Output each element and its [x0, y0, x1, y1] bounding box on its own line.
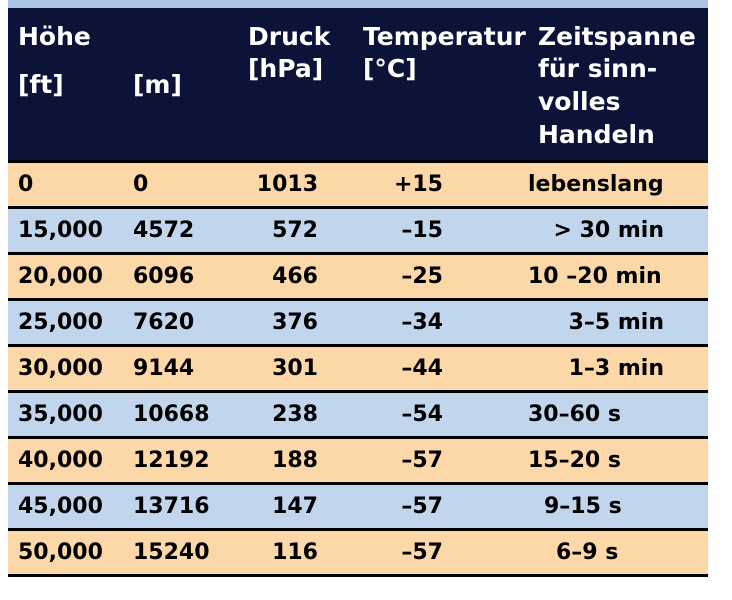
header-m-unit: [m]: [133, 70, 182, 99]
cell-m: 13716: [133, 494, 210, 519]
cell-ft: 20,000: [18, 264, 103, 289]
cell-m: 6096: [133, 264, 195, 289]
header-zeit-line2: für sinn-: [538, 54, 658, 83]
cell-druck: 466: [272, 264, 318, 289]
table-bottom-border: [8, 574, 708, 577]
cell-druck: 238: [272, 402, 318, 427]
cell-temperatur: –54: [401, 402, 443, 427]
cell-ft: 30,000: [18, 356, 103, 381]
row-separator: [8, 436, 708, 439]
cell-ft: 15,000: [18, 218, 103, 243]
cell-ft: 0: [18, 172, 34, 197]
cell-m: 7620: [133, 310, 195, 335]
cell-temperatur: –57: [401, 494, 443, 519]
cell-m: 10668: [133, 402, 210, 427]
header-druck-unit: [hPa]: [248, 54, 324, 83]
cell-druck: 376: [272, 310, 318, 335]
cell-temperatur: –44: [401, 356, 443, 381]
cell-temperatur: –25: [401, 264, 443, 289]
cell-m: 15240: [133, 540, 210, 565]
cell-zeitspanne: > 30 min: [553, 218, 665, 243]
table-header: Höhe [ft] [m] Druck [hPa] Temperatur [°C…: [8, 8, 708, 160]
table-row: 40,000 12192 188 –57 15–20 s: [8, 439, 708, 482]
row-separator: [8, 482, 708, 485]
cell-zeitspanne: 10 –20 min: [528, 264, 662, 289]
cell-druck: 188: [272, 448, 318, 473]
row-separator: [8, 160, 708, 163]
row-separator: [8, 390, 708, 393]
cell-zeitspanne: 15–20 s: [528, 448, 621, 473]
table-row: 15,000 4572 572 –15 > 30 min: [8, 209, 708, 252]
header-zeit-line4: Handeln: [538, 120, 655, 149]
cell-ft: 35,000: [18, 402, 103, 427]
cell-druck: 147: [272, 494, 318, 519]
table-row: 50,000 15240 116 –57 6–9 s: [8, 531, 708, 574]
cell-m: 4572: [133, 218, 195, 243]
cell-temperatur: –57: [401, 540, 443, 565]
cell-temperatur: +15: [393, 172, 443, 197]
cell-ft: 25,000: [18, 310, 103, 335]
header-ft-unit: [ft]: [18, 70, 64, 99]
cell-ft: 50,000: [18, 540, 103, 565]
header-druck: Druck: [248, 22, 331, 51]
cell-temperatur: –15: [401, 218, 443, 243]
row-separator: [8, 528, 708, 531]
cell-zeitspanne: 9–15 s: [544, 494, 622, 519]
cell-ft: 40,000: [18, 448, 103, 473]
cell-zeitspanne: 6–9 s: [556, 540, 619, 565]
table-row: 45,000 13716 147 –57 9–15 s: [8, 485, 708, 528]
table-row: 35,000 10668 238 –54 30–60 s: [8, 393, 708, 436]
cell-zeitspanne: lebenslang: [528, 172, 664, 197]
cell-zeitspanne: 3–5 min: [568, 310, 664, 335]
cell-druck: 116: [272, 540, 318, 565]
cell-druck: 1013: [256, 172, 318, 197]
cell-druck: 301: [272, 356, 318, 381]
table-row: 20,000 6096 466 –25 10 –20 min: [8, 255, 708, 298]
row-separator: [8, 206, 708, 209]
cell-druck: 572: [272, 218, 318, 243]
cell-temperatur: –57: [401, 448, 443, 473]
row-separator: [8, 344, 708, 347]
header-hoehe: Höhe: [18, 22, 91, 51]
table-row: 25,000 7620 376 –34 3–5 min: [8, 301, 708, 344]
cell-m: 0: [133, 172, 149, 197]
row-separator: [8, 298, 708, 301]
table-row: 0 0 1013 +15 lebenslang: [8, 163, 708, 206]
cell-m: 12192: [133, 448, 210, 473]
header-zeit-line3: volles: [538, 87, 621, 116]
cell-zeitspanne: 30–60 s: [528, 402, 621, 427]
header-temperatur-unit: [°C]: [363, 54, 417, 83]
header-zeit-line1: Zeitspanne: [538, 22, 696, 51]
cell-ft: 45,000: [18, 494, 103, 519]
cell-zeitspanne: 1–3 min: [568, 356, 664, 381]
cell-m: 9144: [133, 356, 195, 381]
row-separator: [8, 252, 708, 255]
cell-temperatur: –34: [401, 310, 443, 335]
top-accent-bar: [8, 0, 708, 8]
header-temperatur: Temperatur: [363, 22, 526, 51]
table-row: 30,000 9144 301 –44 1–3 min: [8, 347, 708, 390]
